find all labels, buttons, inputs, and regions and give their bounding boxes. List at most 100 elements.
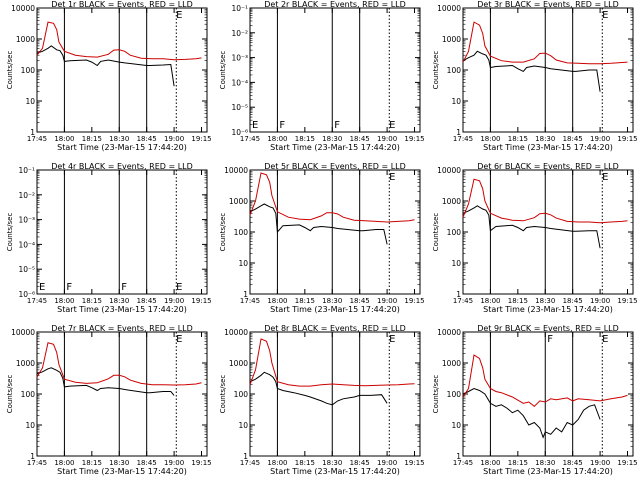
- y-tick-label: 10⁻⁵: [18, 265, 35, 274]
- plot-frame: [36, 7, 208, 133]
- flag-label: E: [602, 334, 608, 345]
- y-tick-label: 10000: [11, 4, 35, 13]
- x-tick-label: 18:45: [563, 135, 583, 143]
- y-tick-label: 10000: [224, 166, 248, 175]
- x-tick-label: 17:45: [240, 297, 260, 305]
- y-tick-label: 1000: [16, 359, 35, 368]
- y-tick-label: 1000: [442, 359, 461, 368]
- y-tick-label: 100: [234, 390, 249, 399]
- y-tick-label: 10⁻³: [18, 216, 35, 225]
- y-tick-label: 100: [447, 390, 462, 399]
- y-tick-label: 10: [451, 259, 461, 268]
- x-tick-label: 18:00: [54, 459, 74, 467]
- y-tick-label: 10⁻²: [18, 191, 35, 200]
- plot-frame: [249, 7, 421, 133]
- x-tick-label: 18:15: [295, 459, 315, 467]
- series-events: [36, 45, 175, 87]
- y-tick-label: 100: [21, 390, 36, 399]
- x-tick-label: 19:15: [191, 297, 211, 305]
- y-tick-label: 1: [30, 452, 35, 461]
- x-tick-label: 19:15: [191, 135, 211, 143]
- series-events: [462, 50, 601, 92]
- series-lld: [36, 342, 202, 386]
- x-tick-label: 18:15: [508, 459, 528, 467]
- x-axis-label: Start Time (23-Mar-15 17:44:20): [57, 305, 187, 314]
- y-tick-label: 10⁻⁶: [231, 128, 248, 137]
- panel-det-9r: Det 9r BLACK = Events, RED = LLD 1 10 100 10…: [432, 324, 638, 476]
- x-tick-label: 19:00: [164, 297, 184, 305]
- flag-label: E: [389, 334, 395, 345]
- y-tick-label: 10000: [224, 328, 248, 337]
- plot-frame: [249, 169, 421, 295]
- x-tick-label: 18:45: [563, 297, 583, 305]
- x-tick-label: 18:45: [137, 297, 157, 305]
- panel-det-4r: Det 4r BLACK = Events, RED = LLD 10⁻⁶ 10⁻⁵…: [6, 162, 212, 314]
- plot-frame: [462, 169, 634, 295]
- y-tick-label: 1000: [442, 35, 461, 44]
- x-tick-label: 18:30: [535, 297, 555, 305]
- y-tick-label: 10⁻⁴: [18, 240, 35, 249]
- y-tick-label: 1000: [442, 197, 461, 206]
- flag-label: F: [66, 282, 72, 293]
- x-tick-label: 18:30: [535, 459, 555, 467]
- y-axis-label: Counts/sec: [219, 213, 227, 252]
- y-tick-label: 10000: [437, 328, 461, 337]
- y-axis-label: Counts/sec: [219, 51, 227, 90]
- flag-label: F: [121, 282, 127, 293]
- x-tick-label: 19:00: [164, 459, 184, 467]
- x-tick-label: 18:45: [350, 297, 370, 305]
- x-tick-label: 18:00: [54, 135, 74, 143]
- y-tick-label: 10⁻²: [231, 29, 248, 38]
- flag-label: E: [39, 282, 45, 293]
- y-tick-label: 1: [456, 452, 461, 461]
- plot-frame: [462, 331, 634, 457]
- flag-label: E: [602, 172, 608, 183]
- x-tick-label: 19:15: [404, 297, 424, 305]
- chart-title: Det 3r BLACK = Events, RED = LLD: [477, 0, 619, 9]
- chart-title: Det 6r BLACK = Events, RED = LLD: [477, 162, 619, 171]
- y-axis-label: Counts/sec: [432, 213, 440, 252]
- y-tick-label: 10000: [11, 328, 35, 337]
- flag-label: E: [252, 120, 258, 131]
- y-tick-label: 10⁻⁴: [231, 78, 248, 87]
- x-tick-label: 19:00: [377, 135, 397, 143]
- y-tick-label: 10000: [437, 4, 461, 13]
- y-axis-label: Counts/sec: [6, 213, 14, 252]
- series-lld: [36, 21, 202, 61]
- x-tick-label: 19:15: [617, 135, 637, 143]
- y-axis-label: Counts/sec: [6, 375, 14, 414]
- x-tick-label: 18:30: [109, 135, 129, 143]
- x-tick-label: 18:45: [137, 135, 157, 143]
- x-tick-label: 19:00: [590, 297, 610, 305]
- flag-label: F: [547, 334, 553, 345]
- flag-label: E: [176, 10, 182, 21]
- x-axis-label: Start Time (23-Mar-15 17:44:20): [270, 467, 400, 476]
- chart-title: Det 8r BLACK = Events, RED = LLD: [264, 324, 406, 333]
- x-axis-label: Start Time (23-Mar-15 17:44:20): [483, 143, 613, 152]
- x-tick-label: 18:00: [267, 459, 287, 467]
- y-axis-label: Counts/sec: [432, 375, 440, 414]
- series-events: [249, 371, 388, 406]
- chart-title: Det 1r BLACK = Events, RED = LLD: [51, 0, 193, 9]
- x-tick-label: 18:15: [295, 297, 315, 305]
- flag-label: E: [602, 10, 608, 21]
- x-tick-label: 18:15: [295, 135, 315, 143]
- x-tick-label: 18:30: [322, 297, 342, 305]
- series-events: [462, 205, 601, 249]
- x-tick-label: 18:30: [109, 459, 129, 467]
- y-tick-label: 10⁻⁵: [231, 103, 248, 112]
- y-tick-label: 100: [447, 228, 462, 237]
- x-tick-label: 18:45: [350, 135, 370, 143]
- series-events: [249, 203, 388, 245]
- flag-label: E: [389, 120, 395, 131]
- x-tick-label: 19:15: [617, 297, 637, 305]
- x-tick-label: 17:45: [453, 297, 473, 305]
- x-tick-label: 19:00: [590, 135, 610, 143]
- y-tick-label: 1000: [229, 359, 248, 368]
- flag-label: F: [334, 120, 340, 131]
- x-tick-label: 18:30: [535, 135, 555, 143]
- y-tick-label: 100: [447, 66, 462, 75]
- x-tick-label: 18:15: [508, 135, 528, 143]
- y-tick-label: 10: [451, 421, 461, 430]
- x-tick-label: 18:00: [54, 297, 74, 305]
